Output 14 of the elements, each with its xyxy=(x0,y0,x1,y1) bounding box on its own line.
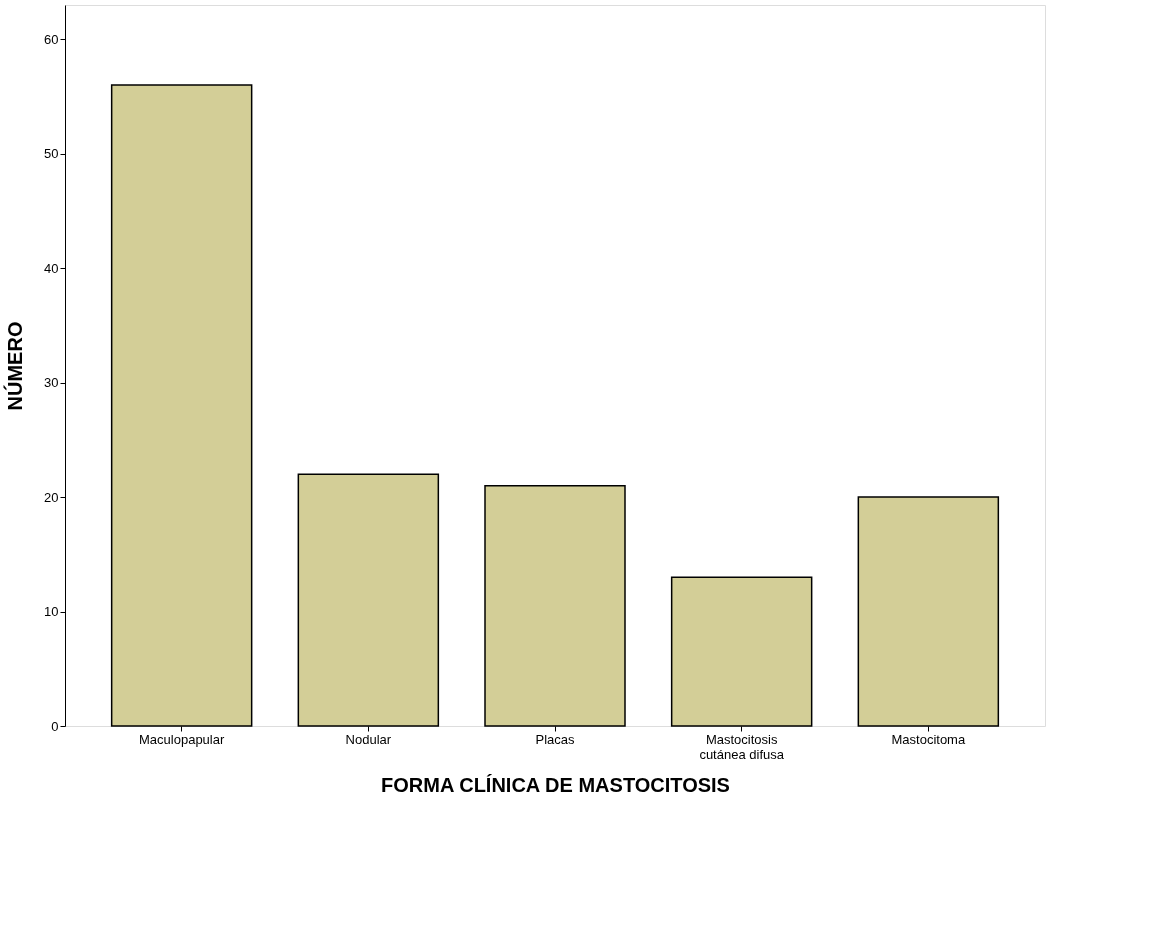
x-tick-label: Placas xyxy=(535,731,575,747)
x-axis-title: FORMA CLÍNICA DE MASTOCITOSIS xyxy=(381,773,730,796)
y-tick-label: 50 xyxy=(44,146,59,162)
x-tick-label: Mastocitosis cutánea difusa xyxy=(699,731,785,762)
x-tick-label: Nodular xyxy=(345,731,392,747)
y-tick-label: 60 xyxy=(44,31,59,47)
y-tick-label: 30 xyxy=(44,375,59,391)
y-tick-label: 10 xyxy=(44,604,59,620)
x-tick-label: Mastocitoma xyxy=(891,731,966,747)
y-tick-label: 20 xyxy=(44,489,59,505)
y-axis-title: NÚMERO xyxy=(3,321,27,411)
y-tick-label: 40 xyxy=(44,260,59,276)
x-tick-label: Maculopapular xyxy=(139,731,225,747)
y-tick-label: 0 xyxy=(51,718,59,734)
